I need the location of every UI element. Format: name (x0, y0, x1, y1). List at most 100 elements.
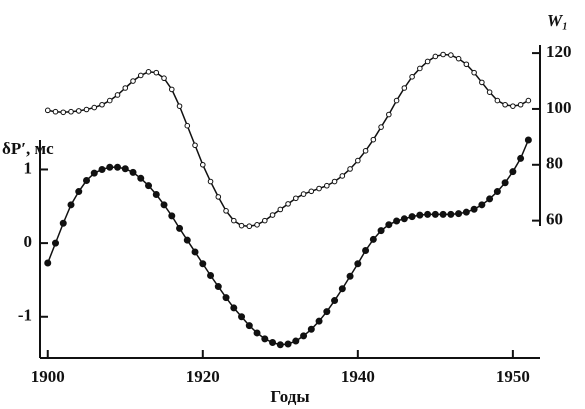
point (370, 136, 377, 143)
point (455, 55, 462, 62)
y-axis-label: δP′, мс (2, 139, 54, 158)
x-tick-label: 1900 (31, 367, 65, 386)
point (501, 179, 509, 187)
point (52, 239, 60, 247)
point (416, 211, 424, 219)
point (230, 304, 238, 312)
point (347, 166, 353, 172)
point (223, 208, 229, 214)
x-axis-label: Годы (270, 387, 309, 406)
point (276, 341, 284, 349)
point (493, 188, 501, 196)
point (284, 340, 292, 348)
point (215, 194, 222, 200)
point (137, 174, 145, 182)
point (75, 108, 82, 114)
point (393, 217, 401, 225)
point (400, 215, 408, 223)
point (393, 97, 400, 104)
point (378, 124, 384, 130)
point (463, 61, 470, 68)
series-line (47, 53, 529, 227)
point (168, 212, 176, 220)
point (199, 260, 207, 268)
point (324, 182, 330, 189)
point (199, 161, 206, 168)
point (222, 294, 230, 302)
point (52, 108, 59, 115)
point (479, 79, 485, 86)
point (316, 185, 322, 192)
point (145, 182, 153, 190)
point (238, 222, 245, 229)
point (285, 201, 291, 207)
point (369, 235, 377, 243)
point (59, 219, 67, 227)
point (153, 69, 160, 76)
point (207, 178, 214, 185)
point (122, 85, 129, 91)
point (486, 89, 493, 95)
point (269, 339, 277, 347)
point (98, 165, 106, 173)
point (502, 101, 508, 108)
point (168, 86, 175, 93)
point (478, 201, 486, 209)
x-tick-label: 1950 (496, 367, 530, 386)
point (509, 168, 517, 176)
point (346, 272, 354, 280)
point (455, 210, 463, 218)
point (60, 109, 67, 116)
point (471, 69, 477, 76)
point (315, 317, 323, 325)
point (524, 136, 532, 144)
y2-axis-label: W₁ (547, 11, 568, 30)
point (261, 335, 269, 343)
point (160, 201, 168, 209)
point (183, 236, 191, 244)
point (75, 188, 83, 196)
x-tick-label: 1920 (186, 367, 220, 386)
point (262, 217, 268, 224)
point (362, 148, 369, 154)
point (129, 168, 137, 176)
point (292, 337, 300, 345)
point (331, 297, 339, 305)
point (99, 101, 105, 108)
point (331, 178, 338, 185)
point (277, 206, 284, 213)
point (137, 72, 144, 79)
point (300, 191, 307, 197)
point (439, 210, 447, 218)
point (44, 259, 52, 267)
point (184, 122, 191, 129)
point (121, 165, 129, 173)
point (409, 74, 415, 80)
point (447, 210, 455, 218)
point (253, 329, 261, 337)
point (486, 195, 494, 203)
point (176, 103, 183, 109)
point (510, 103, 516, 109)
point (106, 163, 114, 171)
point (385, 221, 393, 229)
y2-tick-label: 100 (546, 98, 572, 117)
point (44, 107, 51, 114)
point (470, 205, 478, 213)
point (83, 106, 90, 113)
point (214, 283, 222, 291)
point (130, 78, 136, 84)
point (431, 210, 439, 218)
point (386, 111, 392, 118)
point (192, 142, 198, 149)
point (83, 177, 91, 185)
point (207, 272, 215, 280)
point (246, 223, 253, 230)
point (339, 173, 346, 179)
y2-tick-label: 80 (546, 154, 563, 173)
point (293, 195, 299, 202)
point (525, 97, 532, 104)
point (300, 332, 308, 340)
point (323, 308, 331, 316)
point (354, 260, 362, 268)
